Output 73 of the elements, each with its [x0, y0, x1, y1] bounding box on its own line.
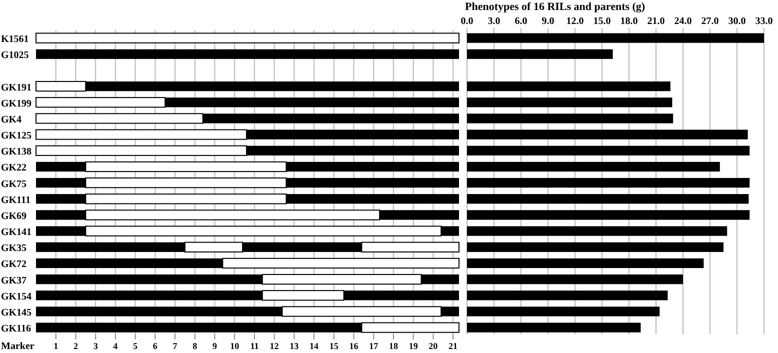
x-tick-label: 7 — [172, 341, 178, 351]
x-tick-label: 30.0 — [728, 16, 746, 27]
x-tick-label: 0.0 — [460, 16, 474, 27]
x-tick-label: 3 — [93, 341, 98, 351]
bar — [467, 114, 674, 124]
bar — [36, 49, 459, 59]
x-tick-label: 9 — [212, 341, 218, 351]
y-tick-label: K1561 — [1, 34, 29, 46]
x-tick-label: 12 — [270, 341, 280, 351]
y-tick-label: GK141 — [1, 227, 32, 238]
bar — [467, 162, 720, 172]
x-tick-label: 11 — [250, 341, 260, 351]
bar — [467, 210, 750, 220]
y-tick-label: GK138 — [1, 146, 32, 158]
x-tick-label: 4 — [113, 341, 118, 351]
y-tick-label: GK22 — [1, 162, 27, 174]
x-tick-label: 21 — [448, 341, 458, 351]
chart-title: Phenotypes of 16 RILs and parents (g) — [465, 1, 646, 13]
x-tick-label: 21.0 — [647, 16, 665, 27]
y-tick-label: GK35 — [1, 243, 27, 254]
y-tick-label: GK75 — [1, 178, 27, 190]
bar — [467, 194, 749, 204]
y-tick-label: GK145 — [1, 307, 32, 318]
bar — [467, 226, 728, 236]
x-tick-label: 16 — [349, 341, 359, 351]
bar — [467, 258, 704, 268]
y-tick-label: GK37 — [1, 275, 27, 286]
x-tick-label: 19 — [408, 341, 418, 351]
x-tick-label: 17 — [369, 341, 379, 351]
bar — [467, 178, 750, 188]
x-tick-label: 5 — [133, 341, 138, 351]
x-axis-title: Marker — [1, 341, 35, 352]
y-tick-label: GK116 — [1, 324, 32, 335]
y-tick-label: GK72 — [1, 259, 27, 270]
bar — [467, 130, 748, 140]
x-tick-label: 1 — [54, 341, 59, 351]
x-tick-label: 24.0 — [674, 16, 692, 27]
x-tick-label: 14 — [310, 341, 320, 351]
x-tick-label: 3.0 — [488, 16, 500, 27]
y-tick-label: GK111 — [1, 194, 30, 206]
y-tick-label: GK154 — [1, 291, 32, 302]
x-tick-label: 18 — [388, 341, 398, 351]
bar — [467, 290, 668, 300]
x-tick-label: 9.0 — [542, 16, 554, 27]
x-tick-label: 2 — [73, 341, 78, 351]
bar — [467, 242, 724, 252]
x-tick-label: 8 — [192, 341, 198, 351]
bar — [467, 98, 672, 108]
bar — [467, 322, 641, 332]
y-tick-label: GK4 — [1, 114, 22, 126]
y-tick-label: G1025 — [1, 50, 29, 62]
bar — [467, 146, 750, 156]
bar — [467, 81, 670, 92]
x-tick-label: 27.0 — [701, 16, 719, 27]
x-tick-label: 15 — [329, 341, 339, 351]
bar — [467, 274, 683, 284]
x-tick-label: 20 — [428, 341, 438, 351]
x-tick-label: 6 — [152, 341, 158, 351]
x-tick-label: 33.0 — [755, 16, 773, 27]
y-tick-label: GK125 — [1, 130, 32, 142]
x-tick-label: 6.0 — [514, 16, 528, 27]
bar — [36, 32, 460, 44]
x-tick-label: 10 — [230, 341, 240, 351]
x-tick-label: 15.0 — [593, 16, 611, 27]
bar — [467, 49, 613, 59]
y-tick-label: GK69 — [1, 210, 27, 222]
x-tick-label: 18.0 — [620, 16, 638, 27]
y-tick-label: GK199 — [1, 98, 32, 110]
bar — [467, 33, 764, 43]
y-tick-label: GK191 — [1, 82, 32, 94]
x-tick-label: 12.0 — [566, 16, 584, 27]
bar — [467, 306, 660, 316]
x-tick-label: 13 — [290, 341, 300, 351]
